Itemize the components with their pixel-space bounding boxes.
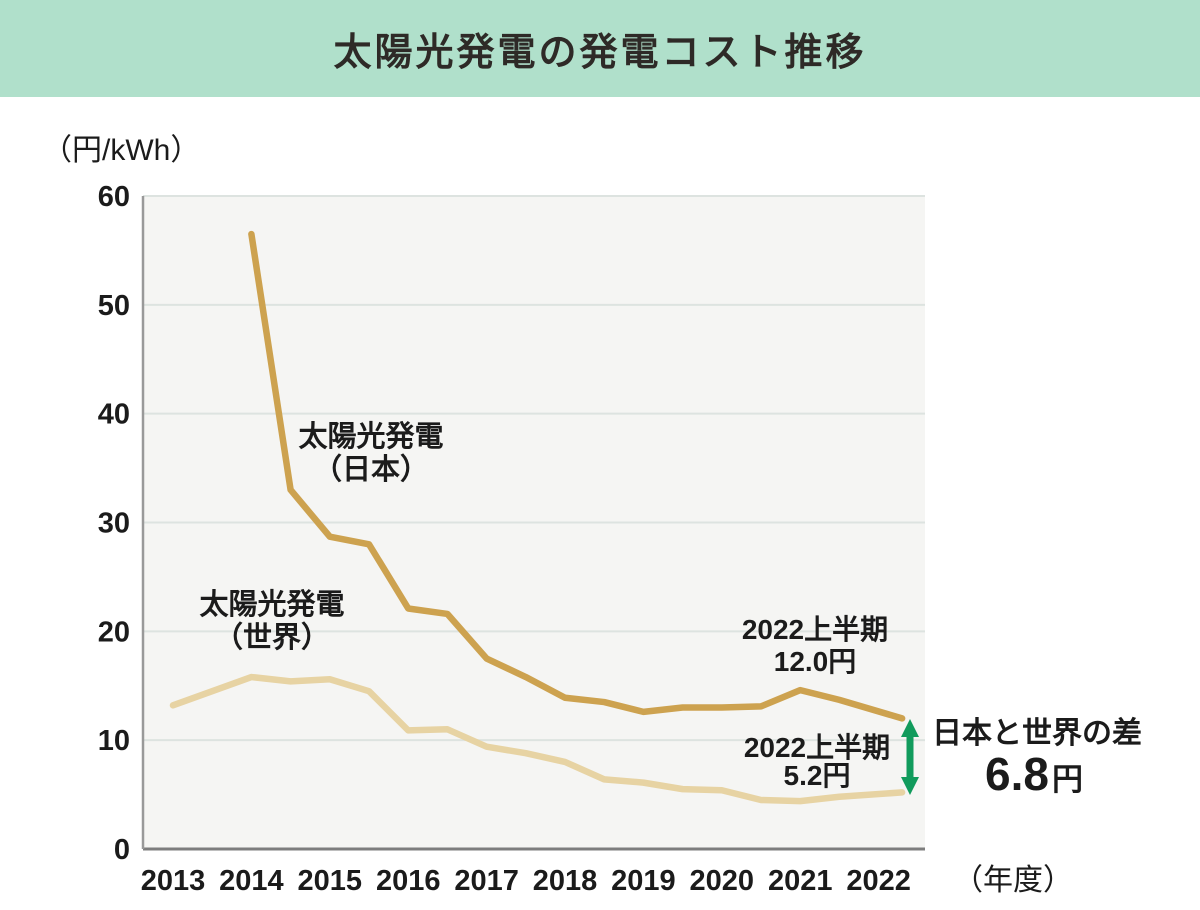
world-latest-annotation: 2022上半期 5.2円 bbox=[744, 732, 890, 791]
x-tick-label: 2014 bbox=[219, 865, 284, 897]
svg-text:5.2円: 5.2円 bbox=[784, 760, 851, 791]
y-tick-label: 10 bbox=[98, 725, 130, 757]
svg-text:太陽光発電: 太陽光発電 bbox=[199, 588, 344, 621]
difference-annotation: 日本と世界の差 6.8 円 bbox=[901, 717, 1142, 800]
svg-text:12.0円: 12.0円 bbox=[774, 646, 857, 677]
y-tick-label: 0 bbox=[114, 834, 130, 866]
svg-text:2022上半期: 2022上半期 bbox=[742, 614, 888, 645]
y-tick-label: 30 bbox=[98, 508, 130, 540]
x-tick-label: 2017 bbox=[454, 865, 519, 897]
y-tick-label: 60 bbox=[98, 181, 130, 213]
page-title: 太陽光発電の発電コスト推移 bbox=[333, 32, 867, 74]
x-tick-label: 2022 bbox=[846, 865, 911, 897]
x-tick-label: 2021 bbox=[768, 865, 833, 897]
y-tick-label: 40 bbox=[98, 399, 130, 431]
difference-label: 日本と世界の差 bbox=[932, 717, 1142, 750]
japan-series-line bbox=[248, 230, 906, 722]
svg-text:太陽光発電: 太陽光発電 bbox=[298, 420, 443, 453]
x-tick-labels: 2013 2014 2015 2016 2017 2018 2019 2020 2021 2022 bbox=[141, 865, 911, 897]
header: 太陽光発電の発電コスト推移 bbox=[0, 0, 1200, 97]
x-tick-label: 2019 bbox=[611, 865, 676, 897]
world-series-label: 太陽光発電 （世界） bbox=[199, 588, 344, 654]
svg-text:（世界）: （世界） bbox=[214, 621, 330, 654]
x-tick-label: 2018 bbox=[533, 865, 598, 897]
arrow-down-icon bbox=[901, 777, 919, 795]
difference-unit: 円 bbox=[1052, 762, 1083, 797]
gridlines bbox=[143, 195, 925, 851]
x-tick-label: 2015 bbox=[298, 865, 363, 897]
x-axis-label: （年度） bbox=[953, 864, 1073, 897]
world-series-line bbox=[169, 673, 906, 805]
japan-latest-annotation: 2022上半期 12.0円 bbox=[742, 614, 888, 677]
svg-text:2022上半期: 2022上半期 bbox=[744, 732, 890, 763]
x-tick-label: 2020 bbox=[690, 865, 755, 897]
y-tick-labels: 0 10 20 30 40 50 60 bbox=[98, 181, 130, 866]
x-tick-label: 2016 bbox=[376, 865, 441, 897]
x-tick-label: 2013 bbox=[141, 865, 206, 897]
arrow-up-icon bbox=[901, 719, 919, 737]
difference-value: 6.8 bbox=[985, 748, 1049, 800]
japan-series-label: 太陽光発電 （日本） bbox=[298, 420, 443, 486]
y-tick-label: 50 bbox=[98, 290, 130, 322]
y-tick-label: 20 bbox=[98, 616, 130, 648]
y-unit-label: （円/kWh） bbox=[42, 134, 200, 167]
svg-text:（日本）: （日本） bbox=[313, 453, 429, 486]
